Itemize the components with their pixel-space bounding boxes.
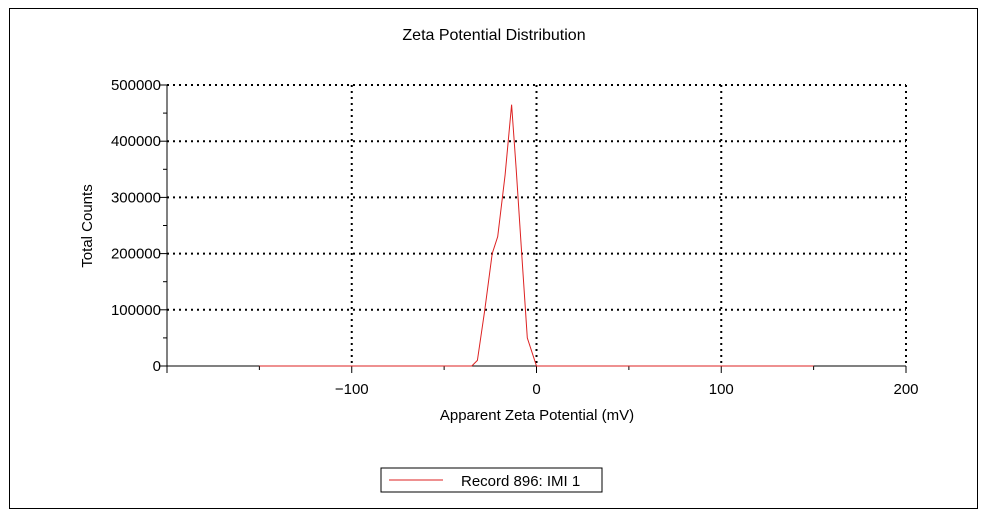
y-tick-label-2: 200000 [111,246,161,263]
y-tick-label-5: 500000 [111,77,161,94]
series-line-0 [259,104,814,367]
x-tick-label-0: −100 [335,381,369,398]
grid [167,84,907,366]
chart-title: Zeta Potential Distribution [402,27,585,44]
chart-frame [9,8,978,509]
y-tick-label-0: 0 [153,358,161,375]
y-axis-label: Total Counts [79,184,96,267]
y-tick-label-1: 100000 [111,302,161,319]
x-tick-label-2: 100 [709,381,734,398]
series-layer [259,104,814,367]
x-axis-label: Apparent Zeta Potential (mV) [440,407,634,424]
y-tick-label-4: 400000 [111,133,161,150]
x-tick-label-1: 0 [532,381,540,398]
y-tick-label-3: 300000 [111,189,161,206]
tick-labels: −100 0 100 200 0 100000 200000 300000 400000 5000… [111,77,919,398]
legend-entry: Record 896: IMI 1 [461,473,580,490]
axes [160,84,907,373]
legend: Record 896: IMI 1 [380,467,603,493]
x-tick-label-3: 200 [893,381,918,398]
